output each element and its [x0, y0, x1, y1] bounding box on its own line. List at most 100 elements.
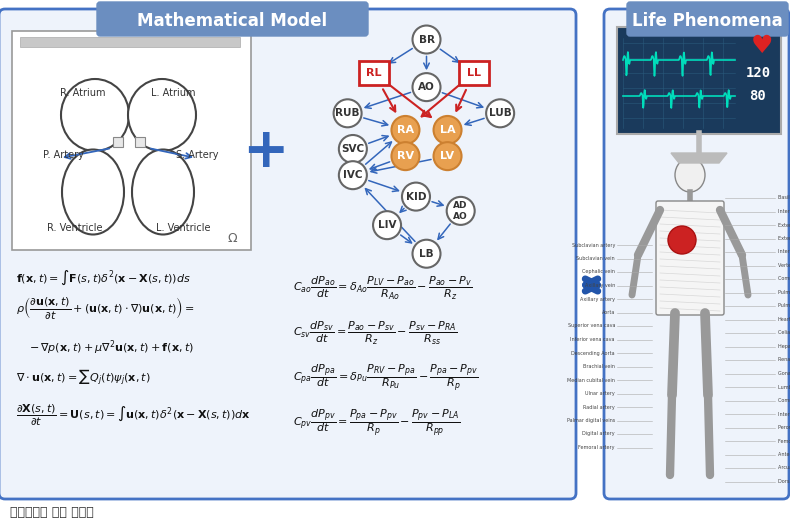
Text: Internal carotid artery: Internal carotid artery — [778, 209, 790, 214]
Bar — [113, 137, 123, 147]
Text: $\mathbf{f}(\mathbf{x},t) = \int \mathbf{F}(s,t)\delta^2(\mathbf{x}-\mathbf{X}(s: $\mathbf{f}(\mathbf{x},t) = \int \mathbf… — [16, 269, 191, 287]
Text: Celiac trunk: Celiac trunk — [778, 331, 790, 335]
Ellipse shape — [62, 150, 124, 235]
Text: P. Artery: P. Artery — [43, 150, 84, 160]
Circle shape — [333, 99, 362, 127]
Text: SVC: SVC — [341, 144, 364, 154]
Text: $\Omega$: $\Omega$ — [228, 232, 239, 245]
Text: LL: LL — [467, 68, 481, 78]
Text: RA: RA — [397, 125, 414, 135]
Text: Brachial vein: Brachial vein — [583, 364, 615, 369]
Text: $\dfrac{\partial \mathbf{X}(s,t)}{\partial t}=\mathbf{U}(s,t)=\int \mathbf{u}(\m: $\dfrac{\partial \mathbf{X}(s,t)}{\parti… — [16, 402, 250, 428]
Text: External jugular vein: External jugular vein — [778, 236, 790, 241]
Text: Aorta: Aorta — [602, 310, 615, 315]
Circle shape — [339, 135, 367, 163]
Text: R. Ventricle: R. Ventricle — [47, 223, 103, 233]
Text: Femoral artery: Femoral artery — [778, 438, 790, 444]
Text: Vertebral arteries: Vertebral arteries — [778, 263, 790, 268]
FancyBboxPatch shape — [0, 9, 576, 499]
Text: Hepatic vein: Hepatic vein — [778, 344, 790, 349]
Text: Femoral artery: Femoral artery — [578, 445, 615, 450]
Ellipse shape — [132, 150, 194, 235]
Text: 80: 80 — [750, 89, 766, 103]
Text: RV: RV — [397, 151, 414, 161]
Text: S. Artery: S. Artery — [175, 150, 218, 160]
Ellipse shape — [61, 79, 129, 151]
Bar — [20, 37, 240, 47]
Text: Heart: Heart — [778, 317, 790, 322]
Circle shape — [486, 99, 514, 127]
Text: Internal iliac vein: Internal iliac vein — [778, 412, 790, 416]
Text: Renal artery: Renal artery — [778, 358, 790, 362]
Circle shape — [392, 142, 419, 170]
Text: Common iliac artery: Common iliac artery — [778, 398, 790, 403]
Text: $\quad -\nabla p(\mathbf{x},t)+\mu\nabla^2\mathbf{u}(\mathbf{x},t)+\mathbf{f}(\m: $\quad -\nabla p(\mathbf{x},t)+\mu\nabla… — [16, 339, 194, 358]
Circle shape — [412, 26, 441, 54]
Text: ♥: ♥ — [750, 34, 773, 58]
Text: Descending Aorta: Descending Aorta — [571, 351, 615, 355]
Ellipse shape — [675, 158, 705, 192]
Text: Pulmonary veins: Pulmonary veins — [778, 303, 790, 309]
Text: LUB: LUB — [489, 108, 511, 118]
Text: $\nabla \cdot \mathbf{u}(\mathbf{x},t) = \sum Q_j(t)\psi_j(\mathbf{x},t)$: $\nabla \cdot \mathbf{u}(\mathbf{x},t) =… — [16, 368, 151, 388]
Text: LV: LV — [441, 151, 454, 161]
Text: KID: KID — [406, 192, 427, 202]
Circle shape — [339, 161, 367, 189]
Text: External carotid artery: External carotid artery — [778, 223, 790, 227]
Text: AD
AO: AD AO — [453, 201, 468, 220]
Text: $C_{pa}\dfrac{dP_{pa}}{dt}=\delta_{Pu}\dfrac{P_{RV}-P_{pa}}{R_{Pu}}-\dfrac{P_{pa: $C_{pa}\dfrac{dP_{pa}}{dt}=\delta_{Pu}\d… — [293, 362, 479, 394]
Text: R. Atrium: R. Atrium — [60, 88, 106, 98]
FancyBboxPatch shape — [604, 9, 789, 499]
Text: Median cubital vein: Median cubital vein — [567, 377, 615, 383]
Text: $C_{pv}\dfrac{dP_{pv}}{dt}=\dfrac{P_{pa}-P_{pv}}{R_p}-\dfrac{P_{pv}-P_{LA}}{R_{p: $C_{pv}\dfrac{dP_{pv}}{dt}=\dfrac{P_{pa}… — [293, 407, 460, 438]
FancyBboxPatch shape — [617, 27, 781, 134]
Text: Arcuate artery: Arcuate artery — [778, 466, 790, 470]
Text: Basilar artery: Basilar artery — [778, 195, 790, 201]
FancyBboxPatch shape — [459, 61, 489, 85]
Text: L. Ventricle: L. Ventricle — [156, 223, 210, 233]
Text: Anterior tibial artery: Anterior tibial artery — [778, 452, 790, 457]
Polygon shape — [671, 153, 727, 163]
FancyBboxPatch shape — [359, 61, 389, 85]
Ellipse shape — [128, 79, 196, 151]
Text: LIV: LIV — [378, 220, 397, 230]
Circle shape — [412, 240, 441, 268]
Circle shape — [412, 73, 441, 101]
Circle shape — [446, 197, 475, 225]
Text: BR: BR — [419, 35, 435, 45]
Text: Mathematical Model: Mathematical Model — [137, 12, 327, 30]
Text: Subclavian artery: Subclavian artery — [572, 243, 615, 247]
Circle shape — [392, 116, 419, 144]
Text: LA: LA — [440, 125, 455, 135]
Text: RL: RL — [366, 68, 382, 78]
Text: $C_{sv}\dfrac{dP_{sv}}{dt}=\dfrac{P_{ao}-P_{sv}}{R_z}-\dfrac{P_{sv}-P_{RA}}{R_{s: $C_{sv}\dfrac{dP_{sv}}{dt}=\dfrac{P_{ao}… — [293, 320, 457, 346]
Text: Life Phenomena: Life Phenomena — [632, 12, 782, 30]
Text: 120: 120 — [746, 66, 770, 80]
Bar — [135, 137, 145, 147]
Circle shape — [402, 183, 430, 211]
Text: Lumbar artery: Lumbar artery — [778, 384, 790, 390]
Text: Common carotid arteries: Common carotid arteries — [778, 277, 790, 281]
Circle shape — [434, 116, 461, 144]
Text: IVC: IVC — [343, 170, 363, 180]
Text: Cephalic vein: Cephalic vein — [582, 269, 615, 275]
Text: $C_{ao}\dfrac{dP_{ao}}{dt}=\delta_{Ao}\dfrac{P_{LV}-P_{ao}}{R_{Ao}}-\dfrac{P_{ao: $C_{ao}\dfrac{dP_{ao}}{dt}=\delta_{Ao}\d… — [293, 275, 472, 301]
Text: +: + — [242, 125, 288, 179]
Text: $\rho\left(\dfrac{\partial \mathbf{u}(\mathbf{x},t)}{\partial t}+(\mathbf{u}(\ma: $\rho\left(\dfrac{\partial \mathbf{u}(\m… — [16, 295, 194, 321]
Text: 수리모델링 연구 개요도: 수리모델링 연구 개요도 — [10, 507, 94, 520]
Text: Gonadal vein: Gonadal vein — [778, 371, 790, 376]
Text: Peroneal artery: Peroneal artery — [778, 425, 790, 430]
Text: Digital artery: Digital artery — [582, 432, 615, 436]
Text: L. Atrium: L. Atrium — [151, 88, 195, 98]
Ellipse shape — [668, 226, 696, 254]
Text: Pulmonary arteries: Pulmonary arteries — [778, 290, 790, 295]
Circle shape — [434, 142, 461, 170]
FancyBboxPatch shape — [12, 31, 251, 250]
Text: Palmar digital veins: Palmar digital veins — [566, 418, 615, 423]
Text: AO: AO — [418, 82, 435, 92]
FancyBboxPatch shape — [656, 201, 724, 315]
FancyBboxPatch shape — [97, 2, 368, 36]
Text: Axillary vein: Axillary vein — [585, 283, 615, 288]
FancyBboxPatch shape — [627, 2, 788, 36]
Text: Inferior vena cava: Inferior vena cava — [570, 337, 615, 342]
